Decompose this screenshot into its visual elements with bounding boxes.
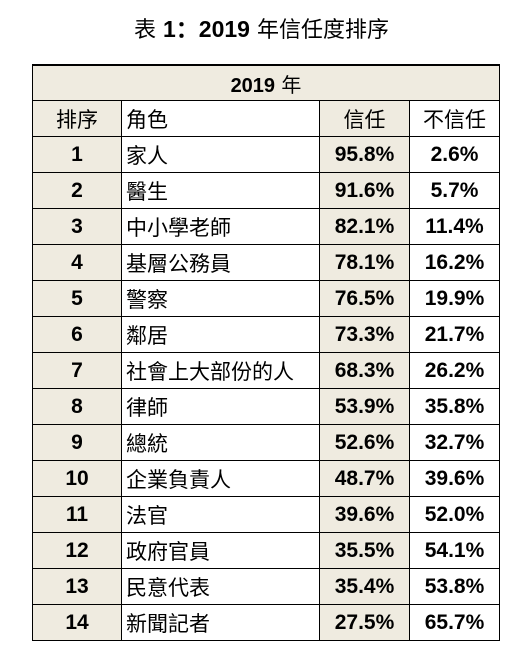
- cell-rank: 5: [32, 280, 122, 317]
- cell-trust: 91.6%: [319, 172, 410, 209]
- header-trust: 信任: [319, 100, 410, 137]
- cell-trust: 78.1%: [319, 244, 410, 281]
- table-row: 6 鄰居 73.3% 21.7%: [32, 316, 500, 353]
- table-row: 12 政府官員 35.5% 54.1%: [32, 532, 500, 569]
- table-row: 1 家人 95.8% 2.6%: [32, 136, 500, 173]
- cell-rank: 7: [32, 352, 122, 389]
- table-row: 2 醫生 91.6% 5.7%: [32, 172, 500, 209]
- cell-trust: 76.5%: [319, 280, 410, 317]
- cell-rank: 3: [32, 208, 122, 245]
- cell-trust: 35.4%: [319, 568, 410, 605]
- table-row: 4 基層公務員 78.1% 16.2%: [32, 244, 500, 281]
- cell-rank: 10: [32, 460, 122, 497]
- table-row: 10 企業負責人 48.7% 39.6%: [32, 460, 500, 497]
- cell-rank: 4: [32, 244, 122, 281]
- cell-role: 律師: [121, 388, 320, 425]
- cell-distrust: 52.0%: [409, 496, 500, 533]
- cell-distrust: 5.7%: [409, 172, 500, 209]
- cell-trust: 68.3%: [319, 352, 410, 389]
- cell-distrust: 2.6%: [409, 136, 500, 173]
- title-suffix: 年信任度排序: [249, 18, 389, 43]
- cell-distrust: 21.7%: [409, 316, 500, 353]
- cell-role: 警察: [121, 280, 320, 317]
- cell-rank: 14: [32, 604, 122, 641]
- cell-role: 總統: [121, 424, 320, 461]
- cell-trust: 48.7%: [319, 460, 410, 497]
- cell-trust: 39.6%: [319, 496, 410, 533]
- table-row: 5 警察 76.5% 19.9%: [32, 280, 500, 317]
- table-row: 11 法官 39.6% 52.0%: [32, 496, 500, 533]
- cell-role: 鄰居: [121, 316, 320, 353]
- cell-trust: 35.5%: [319, 532, 410, 569]
- table-row: 3 中小學老師 82.1% 11.4%: [32, 208, 500, 245]
- cell-trust: 82.1%: [319, 208, 410, 245]
- cell-distrust: 32.7%: [409, 424, 500, 461]
- cell-distrust: 11.4%: [409, 208, 500, 245]
- cell-role: 社會上大部份的人: [121, 352, 320, 389]
- cell-role: 法官: [121, 496, 320, 533]
- cell-trust: 27.5%: [319, 604, 410, 641]
- cell-role: 基層公務員: [121, 244, 320, 281]
- cell-role: 政府官員: [121, 532, 320, 569]
- cell-distrust: 54.1%: [409, 532, 500, 569]
- cell-rank: 12: [32, 532, 122, 569]
- cell-trust: 52.6%: [319, 424, 410, 461]
- cell-role: 醫生: [121, 172, 320, 209]
- title-table-number: 1：2019: [163, 16, 250, 42]
- cell-trust: 73.3%: [319, 316, 410, 353]
- table-caption: 2019 年: [32, 64, 500, 101]
- header-distrust: 不信任: [409, 100, 500, 137]
- cell-rank: 1: [32, 136, 122, 173]
- cell-rank: 8: [32, 388, 122, 425]
- cell-rank: 11: [32, 496, 122, 533]
- cell-rank: 6: [32, 316, 122, 353]
- table-row: 9 總統 52.6% 32.7%: [32, 424, 500, 461]
- cell-rank: 2: [32, 172, 122, 209]
- caption-year: 2019: [230, 74, 276, 97]
- table-row: 14 新聞記者 27.5% 65.7%: [32, 604, 500, 641]
- cell-distrust: 35.8%: [409, 388, 500, 425]
- table-row: 13 民意代表 35.4% 53.8%: [32, 568, 500, 605]
- header-role: 角色: [121, 100, 320, 137]
- table-row: 8 律師 53.9% 35.8%: [32, 388, 500, 425]
- cell-distrust: 19.9%: [409, 280, 500, 317]
- cell-distrust: 39.6%: [409, 460, 500, 497]
- cell-role: 民意代表: [121, 568, 320, 605]
- header-rank: 排序: [32, 100, 122, 137]
- title-prefix: 表: [134, 18, 164, 43]
- cell-trust: 95.8%: [319, 136, 410, 173]
- cell-distrust: 53.8%: [409, 568, 500, 605]
- cell-rank: 9: [32, 424, 122, 461]
- trust-ranking-table: 2019 年 排序 角色 信任 不信任 1 家人 95.8% 2.6% 2 醫生 91.6%…: [32, 64, 500, 641]
- cell-distrust: 26.2%: [409, 352, 500, 389]
- cell-role: 企業負責人: [121, 460, 320, 497]
- cell-role: 家人: [121, 136, 320, 173]
- cell-rank: 13: [32, 568, 122, 605]
- cell-distrust: 65.7%: [409, 604, 500, 641]
- caption-unit: 年: [275, 72, 302, 97]
- cell-distrust: 16.2%: [409, 244, 500, 281]
- table-header-row: 排序 角色 信任 不信任: [32, 100, 500, 137]
- table-row: 7 社會上大部份的人 68.3% 26.2%: [32, 352, 500, 389]
- cell-trust: 53.9%: [319, 388, 410, 425]
- table-title: 表 1：2019 年信任度排序: [0, 14, 523, 46]
- table-caption-row: 2019 年: [32, 64, 500, 101]
- cell-role: 新聞記者: [121, 604, 320, 641]
- cell-role: 中小學老師: [121, 208, 320, 245]
